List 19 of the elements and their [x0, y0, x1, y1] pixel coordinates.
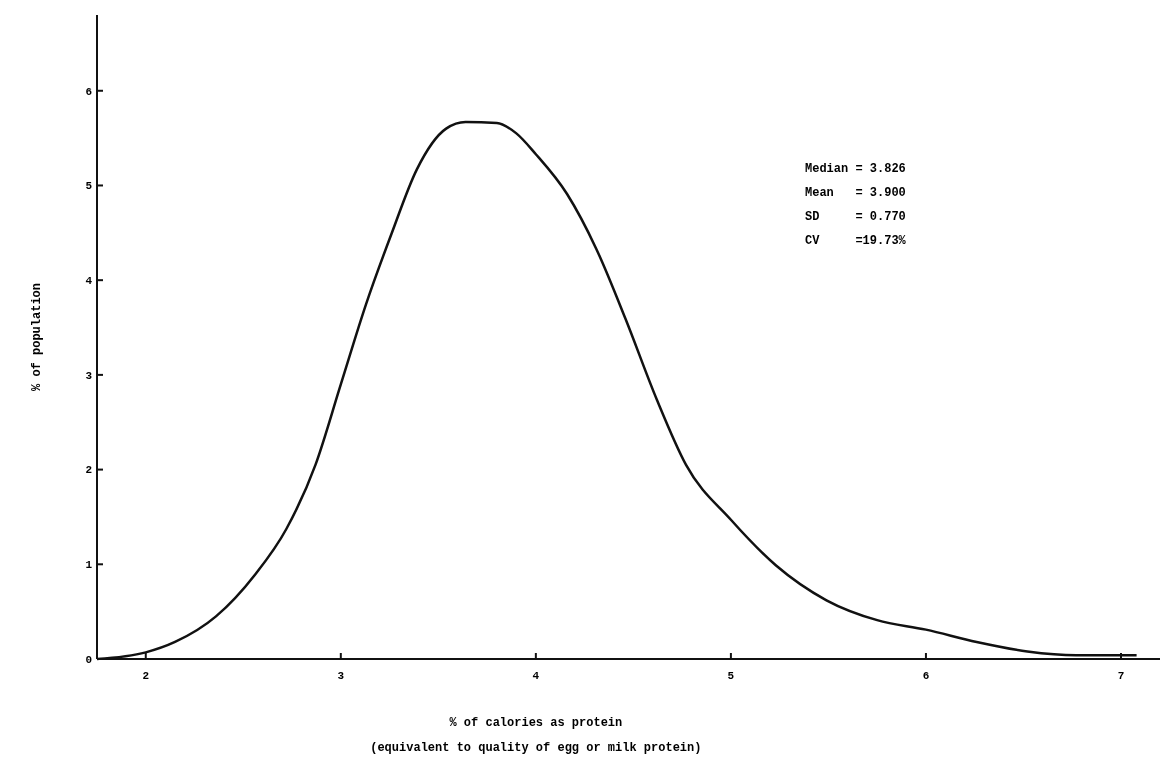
y-axis-title: % of population	[30, 282, 44, 392]
x-axis-title: % of calories as protein (equivalent to quality of egg or milk protein)	[370, 716, 702, 755]
y-tick-label: 0	[85, 653, 92, 666]
annotation: CV =19.73%	[805, 234, 907, 248]
y-tick-label: 3	[85, 369, 93, 382]
x-tick-label: 4	[532, 670, 540, 682]
x-tick-label: 2	[142, 670, 150, 682]
annotation: Mean = 3.900	[805, 186, 906, 200]
y-tick-label: 1	[85, 559, 93, 572]
x-tick-label: 3	[337, 670, 345, 682]
x-tick-label: 6	[922, 670, 930, 682]
y-tick-label: 6	[85, 85, 92, 98]
y-tick-label: 4	[85, 275, 93, 288]
x-tick-label: 5	[727, 670, 735, 682]
x-tick-label: 7	[1117, 670, 1125, 682]
y-tick-label: 2	[85, 464, 92, 477]
y-tick-label: 5	[85, 180, 93, 193]
annotation: Median = 3.826	[805, 162, 906, 176]
annotation: SD = 0.770	[805, 210, 906, 224]
